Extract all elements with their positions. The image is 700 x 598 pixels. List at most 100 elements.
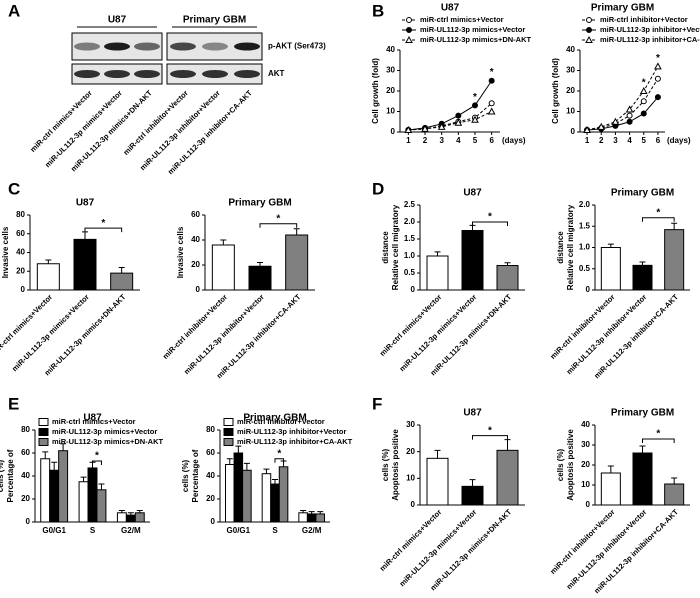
band <box>234 42 260 51</box>
bar <box>261 473 272 523</box>
series-line <box>408 102 492 131</box>
legend-swatch <box>38 438 49 446</box>
x-tick-label: G2/M <box>121 526 141 535</box>
legend-label: miR-UL112-3p inhibitor+CA-AKT <box>237 437 353 446</box>
y-axis-label: Invasive cells <box>176 226 185 278</box>
bar <box>461 230 484 291</box>
y-tick-label: 1.5 <box>404 234 416 243</box>
lane-label: miR-ctrl inhibitor+Vector <box>121 88 189 156</box>
marker <box>437 122 446 130</box>
bar <box>426 255 449 291</box>
bar <box>315 513 326 523</box>
y-tick-label: 40 <box>581 420 590 429</box>
annotation: * <box>656 53 660 64</box>
error-bar <box>60 443 67 451</box>
error-bar <box>80 476 87 482</box>
y-axis-label: Apoptosis positive <box>566 429 575 501</box>
y-tick-label: 2.0 <box>404 217 416 226</box>
error-bar <box>504 439 511 451</box>
y-tick-label: 0 <box>21 285 26 294</box>
band <box>170 70 196 78</box>
y-axis-label: cells (%) <box>0 459 5 492</box>
bar <box>306 513 317 523</box>
series-line <box>408 80 493 131</box>
band <box>234 70 260 78</box>
significance-bracket <box>472 435 508 440</box>
y-axis-label: distance <box>556 231 565 264</box>
bar <box>664 483 685 506</box>
legend-label: miR-ctrl inhibitor+Vector <box>237 417 325 426</box>
y-axis-label: Apoptosis positive <box>391 429 400 501</box>
y-tick-label: 2.5 <box>404 200 416 209</box>
legend-marker <box>406 17 412 23</box>
x-tick-label: 6 <box>489 136 494 145</box>
significance-bracket <box>642 217 675 222</box>
error-bar <box>317 511 324 514</box>
legend-label: miR-ctrl mimics+Vector <box>52 417 136 426</box>
x-tick-label: 3 <box>613 136 618 145</box>
annotation: * <box>656 429 660 440</box>
row-label: AKT <box>268 69 285 78</box>
chart-title: U87 <box>463 408 482 419</box>
annotation: * <box>101 218 105 229</box>
bar <box>78 481 89 523</box>
y-tick-label: 0 <box>26 517 31 526</box>
legend-label: miR-ctrl mimics+Vector <box>420 15 504 24</box>
legend-swatch <box>38 418 49 426</box>
y-tick-label: 0 <box>411 285 416 294</box>
y-tick-label: 0 <box>586 285 591 294</box>
marker <box>640 98 647 105</box>
bar <box>278 466 289 523</box>
y-axis-label: Relative cell migratory <box>391 204 400 290</box>
legend-label: miR-UL112-3p mimics+DN-AKT <box>52 437 163 446</box>
marker <box>487 107 496 115</box>
y-tick-label: 40 <box>191 235 200 244</box>
panel-letter: B <box>372 1 384 20</box>
y-tick-label: 0 <box>571 127 576 136</box>
band <box>134 42 160 51</box>
error-bar <box>235 445 242 453</box>
bar <box>225 464 235 523</box>
bar <box>134 512 145 523</box>
series-line <box>587 96 659 131</box>
x-tick-label: 4 <box>627 136 632 145</box>
legend-label: miR-UL112-3p mimics+Vector <box>52 427 157 436</box>
y-axis-label: distance <box>381 231 390 264</box>
marker <box>626 112 633 119</box>
error-bar <box>607 465 614 473</box>
band <box>74 42 100 51</box>
legend-marker <box>585 35 593 43</box>
x-tick-label: G2/M <box>302 526 322 535</box>
error-bar <box>136 510 143 513</box>
x-tick-label: 5 <box>642 136 647 145</box>
error-bar <box>639 445 646 453</box>
x-tick-label: 1 <box>406 136 411 145</box>
y-tick-label: 30 <box>386 66 395 75</box>
bar <box>211 244 235 291</box>
bar <box>632 264 653 291</box>
marker <box>654 75 661 82</box>
error-bar <box>434 251 441 256</box>
y-tick-label: 20 <box>21 494 30 503</box>
marker <box>472 102 478 109</box>
error-bar <box>272 478 278 485</box>
x-tick-label: 2 <box>599 136 604 145</box>
significance-bracket <box>92 460 102 466</box>
error-bar <box>293 228 300 235</box>
marker <box>471 115 479 123</box>
significance-bracket <box>84 227 123 233</box>
bar <box>664 229 685 291</box>
error-bar <box>243 462 250 471</box>
y-tick-label: 80 <box>16 210 25 219</box>
legend-marker <box>405 35 413 43</box>
y-axis-label: cells (%) <box>381 448 390 481</box>
bar <box>58 450 69 523</box>
y-tick-label: 1.0 <box>579 243 591 252</box>
bar <box>426 457 449 506</box>
bar <box>40 458 51 523</box>
y-axis-label: Invasive cells <box>1 226 10 278</box>
y-tick-label: 40 <box>566 45 575 54</box>
y-axis-label: Cell growth (fold) <box>371 58 380 124</box>
legend-label: miR-UL112-3p mimics+DN-AKT <box>420 35 531 44</box>
y-tick-label: 20 <box>386 86 395 95</box>
